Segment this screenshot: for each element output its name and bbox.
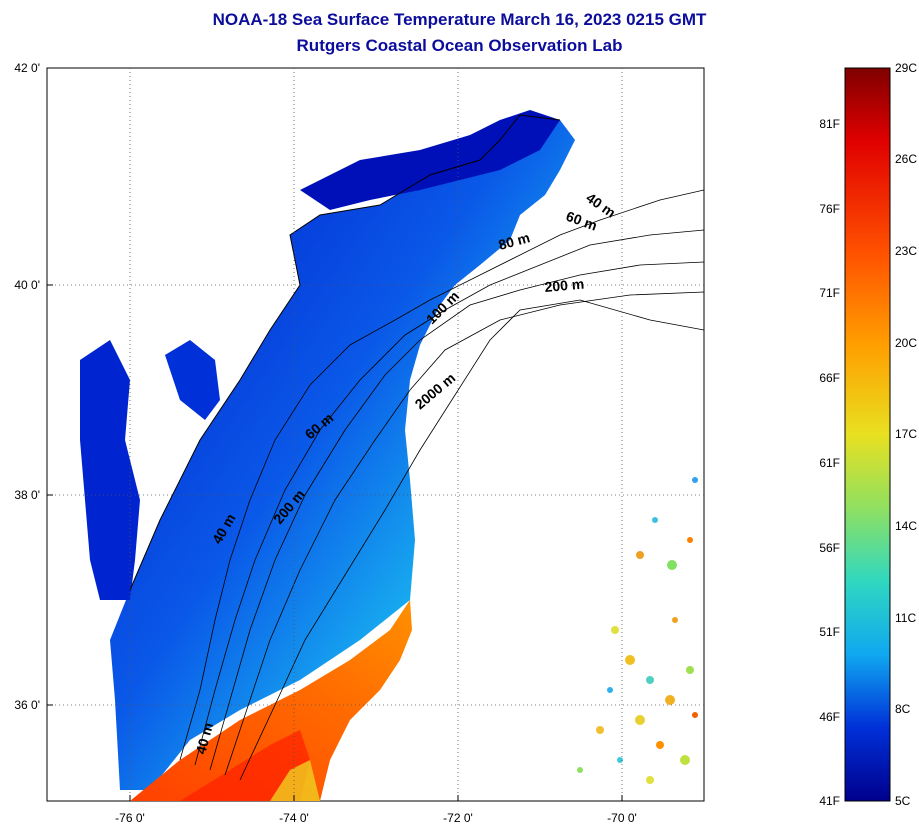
colorbar-fahrenheit-label: 66F	[819, 371, 840, 385]
colorbar-fahrenheit-label: 41F	[819, 794, 840, 808]
colorbar-fahrenheit-label: 81F	[819, 117, 840, 131]
map-subtitle: Rutgers Coastal Ocean Observation Lab	[296, 36, 623, 55]
offshore-scattered-pixels	[577, 477, 698, 784]
colorbar-fahrenheit-label: 56F	[819, 541, 840, 555]
gulf-stream-warm-water	[130, 600, 412, 801]
depth-label: 80 m	[497, 229, 532, 253]
bathymetry-contours	[179, 189, 704, 781]
colorbar-celsius-label: 20C	[895, 336, 917, 350]
axis-ticks	[47, 67, 623, 801]
chesapeake-bay	[80, 340, 140, 600]
shelf-water-blue	[110, 115, 575, 790]
gulf-stream-hot-core	[180, 730, 310, 801]
colorbar-fahrenheit-label: 61F	[819, 456, 840, 470]
lon-tick-label: -76 0'	[115, 811, 145, 825]
depth-label: 40 m	[192, 721, 216, 756]
colorbar-celsius-label: 8C	[895, 702, 911, 716]
colorbar-fahrenheit-label: 76F	[819, 202, 840, 216]
colorbar-celsius-label: 26C	[895, 152, 917, 166]
colorbar-fahrenheit-label: 51F	[819, 625, 840, 639]
long-island-sound	[300, 110, 560, 210]
lat-lon-grid	[47, 68, 704, 801]
colorbar-celsius-label: 14C	[895, 519, 917, 533]
lon-tick-label: -72 0'	[443, 811, 473, 825]
colorbar-fahrenheit-label: 46F	[819, 710, 840, 724]
colorbar-celsius-label: 11C	[895, 611, 916, 625]
delaware-bay	[165, 340, 220, 420]
depth-label: 200 m	[544, 276, 585, 295]
lon-tick-label: -74 0'	[279, 811, 309, 825]
lon-tick-label: -70 0'	[607, 811, 637, 825]
temperature-colorbar: 29C 26C 23C 20C 17C 14C 11C 8C 5C 81F 76…	[819, 61, 917, 808]
colorbar-celsius-label: 17C	[895, 427, 917, 441]
lat-tick-label: 36 0'	[14, 698, 40, 712]
colorbar-celsius-label: 5C	[895, 794, 911, 808]
colorbar-celsius-label: 23C	[895, 244, 917, 258]
coastline	[129, 114, 561, 591]
map-title: NOAA-18 Sea Surface Temperature March 16…	[212, 10, 707, 29]
lat-tick-label: 42 0'	[14, 61, 40, 75]
gulf-stream-yellow-edge	[270, 760, 320, 801]
sst-imagery: 40 m 60 m 80 m 200 m 100 m 2000 m 60 m 4…	[47, 68, 704, 801]
colorbar-gradient	[844, 67, 891, 802]
lat-tick-label: 40 0'	[14, 278, 40, 292]
lat-tick-label: 38 0'	[14, 488, 40, 502]
colorbar-celsius-label: 29C	[895, 61, 917, 75]
colorbar-fahrenheit-label: 71F	[819, 286, 840, 300]
